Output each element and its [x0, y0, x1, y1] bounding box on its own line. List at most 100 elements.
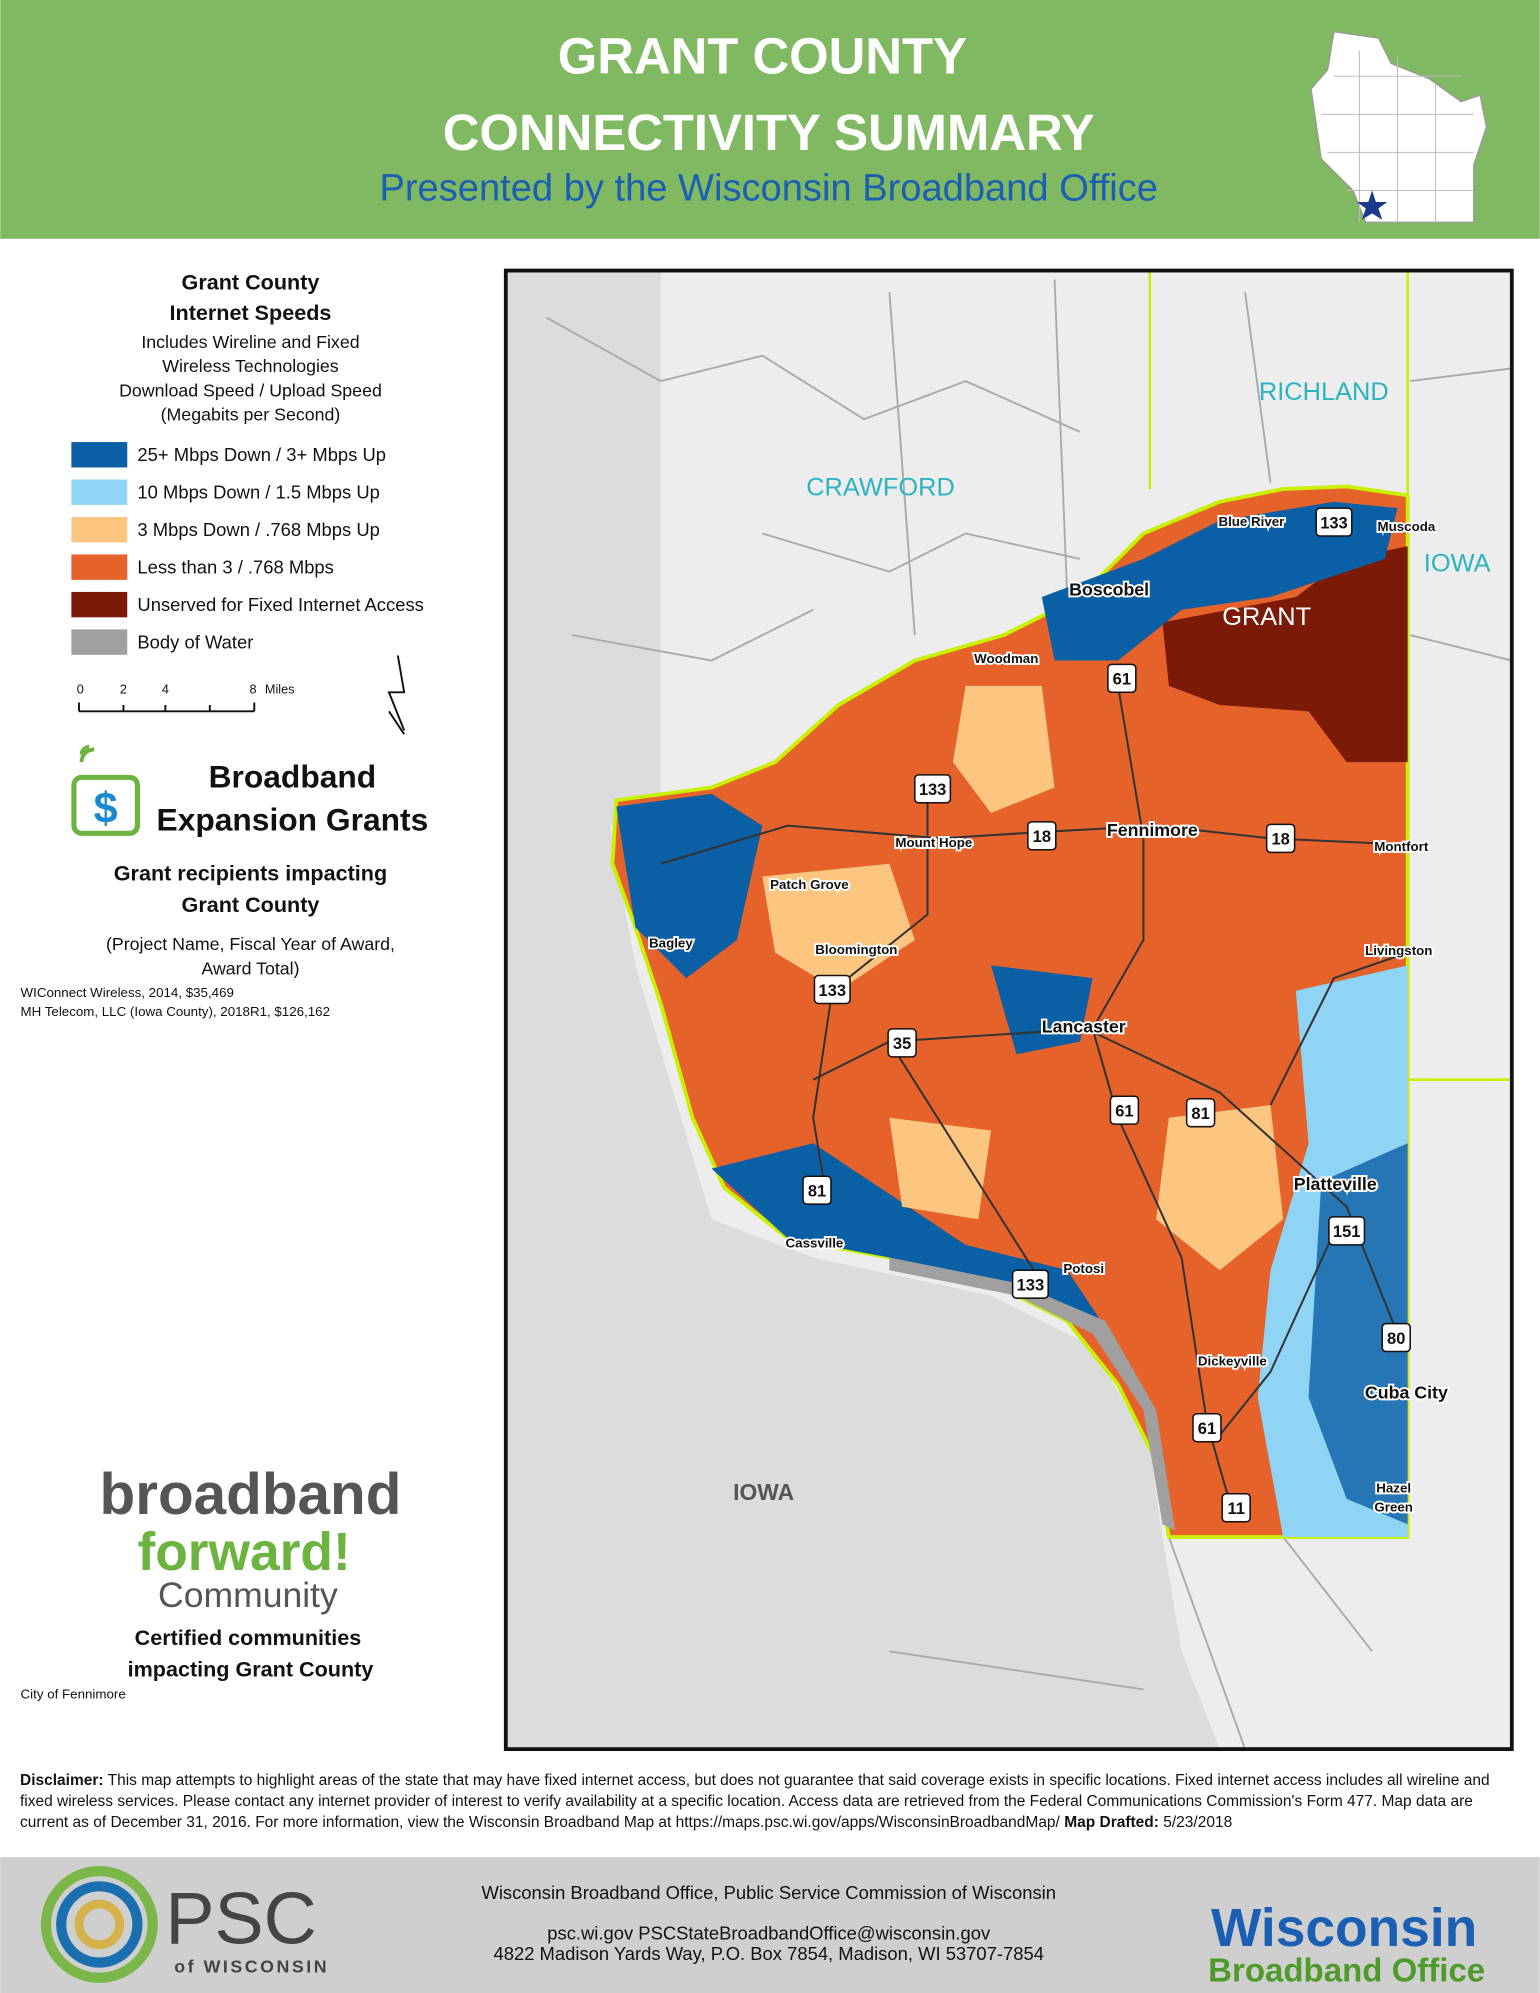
wisconsin-inset	[1310, 31, 1488, 223]
25mbps-area	[991, 965, 1093, 1055]
legend-note: Download Speed / Upload Speed	[119, 380, 382, 400]
county-label: IOWA	[733, 1479, 794, 1505]
highway-shield	[914, 774, 952, 804]
legend-swatch	[71, 591, 128, 618]
3mbps-area	[889, 1117, 992, 1220]
scale-label: 0	[77, 683, 84, 697]
highway-number: 133	[818, 982, 846, 1000]
city-label: Dickeyville	[1198, 1354, 1267, 1369]
city-label: Livingston	[1365, 943, 1432, 958]
grant-recipient: WIConnect Wireless, 2014, $35,469	[21, 985, 234, 1000]
highway-number: 18	[1271, 831, 1289, 849]
disclaimer-text: This map attempts to highlight areas of …	[20, 1772, 1490, 1831]
location-star	[1356, 190, 1388, 220]
legend-label: 25+ Mbps Down / 3+ Mbps Up	[137, 444, 386, 465]
city-label: Mount Hope	[895, 835, 972, 850]
highway-shield	[1328, 1216, 1366, 1246]
footer-contact: psc.wi.gov PSCStateBroadbandOffice@wisco…	[547, 1923, 991, 1944]
grant-heading: Grant recipients impacting	[114, 860, 387, 885]
disclaimer: Disclaimer: This map attempts to highlig…	[20, 1770, 1520, 1833]
county-label: IOWA	[1424, 550, 1491, 578]
grant-heading: Grant County	[182, 892, 320, 917]
header-band	[0, 0, 1540, 239]
title: CONNECTIVITY SUMMARY	[443, 104, 1095, 161]
county-label: CRAWFORD	[806, 473, 955, 501]
city-label: Muscoda	[1378, 519, 1436, 534]
city-label: Bagley	[649, 936, 693, 951]
city-label: Patch Grove	[770, 877, 849, 892]
county-label: RICHLAND	[1259, 378, 1389, 406]
3mbps-area	[952, 685, 1055, 813]
city-label: Cuba City	[1365, 1383, 1448, 1403]
highway-shield	[1109, 1095, 1140, 1125]
highway-number: 61	[1115, 1103, 1133, 1121]
highway-shield	[1027, 821, 1057, 851]
psc-logo-text: of WISCONSIN	[174, 1957, 329, 1977]
legend-title: Internet Speeds	[170, 300, 332, 325]
north-arrow	[387, 655, 406, 735]
wbo-logo-text: Wisconsin	[1211, 1899, 1477, 1958]
highway-number: 80	[1387, 1330, 1405, 1348]
county-label: GRANT	[1222, 603, 1311, 631]
scale-label: 2	[120, 683, 127, 697]
highway-shield	[1192, 1413, 1222, 1443]
grant-note: (Project Name, Fiscal Year of Award,	[106, 934, 395, 954]
legend-swatch	[71, 442, 128, 468]
scale-label: Miles	[265, 683, 295, 697]
highway-number: 18	[1033, 828, 1051, 846]
svg-text:$: $	[94, 785, 118, 833]
highway-number: 61	[1198, 1420, 1216, 1438]
city-label: Montfort	[1374, 839, 1429, 854]
forward-logo: forward!	[137, 1523, 350, 1582]
psc-logo-text: PSC	[165, 1876, 316, 1959]
grant-logo-text: Expansion Grants	[157, 802, 429, 838]
city-label: Platteville	[1294, 1174, 1377, 1194]
highway-shield	[1381, 1322, 1411, 1353]
city-label: Blue River	[1218, 514, 1284, 529]
city-label: Hazel	[1376, 1481, 1411, 1496]
highway-number: 81	[808, 1183, 826, 1201]
disclaimer-label: Disclaimer:	[20, 1772, 104, 1789]
footer-band	[0, 1857, 1540, 1993]
legend-label: 10 Mbps Down / 1.5 Mbps Up	[137, 482, 379, 503]
legend-swatch	[71, 516, 128, 543]
highway-number: 61	[1113, 671, 1131, 689]
forward-heading: Certified communities	[135, 1625, 362, 1650]
map-frame	[503, 268, 1514, 1752]
legend-label: 3 Mbps Down / .768 Mbps Up	[137, 519, 379, 540]
3mbps-area	[762, 863, 915, 991]
forward-heading: impacting Grant County	[128, 1657, 374, 1682]
3mbps-area	[1156, 1105, 1284, 1271]
legend-label: Body of Water	[137, 631, 253, 652]
legend-note: Includes Wireline and Fixed	[141, 332, 359, 352]
highway-shield	[1221, 1493, 1251, 1523]
forward-community: City of Fennimore	[21, 1686, 126, 1701]
25mbps-area	[616, 793, 763, 979]
drafted-date: 5/23/2018	[1163, 1814, 1233, 1831]
highway-number: 11	[1227, 1500, 1244, 1518]
highway-number: 133	[919, 781, 947, 799]
city-label: Potosi	[1063, 1261, 1104, 1276]
legend-swatch	[71, 629, 128, 655]
psc-logo	[40, 1865, 158, 1983]
footer-office: Wisconsin Broadband Office, Public Servi…	[481, 1882, 1056, 1903]
legend-note: (Megabits per Second)	[161, 404, 341, 424]
legend-swatch	[71, 479, 128, 505]
highway-shield	[1107, 663, 1137, 694]
forward-logo: broadband	[100, 1462, 402, 1527]
highway-number: 35	[893, 1035, 911, 1053]
grant-note: Award Total)	[201, 958, 299, 978]
legend-swatch	[71, 554, 128, 580]
highway-shield	[802, 1175, 832, 1205]
legend-note: Wireless Technologies	[162, 356, 339, 376]
highway-shield	[1011, 1269, 1049, 1299]
inset-grid	[1321, 50, 1474, 223]
highway-shield	[813, 974, 851, 1005]
25mbps-area	[1041, 501, 1398, 661]
title: GRANT COUNTY	[558, 28, 967, 85]
footer-address: 4822 Madison Yards Way, P.O. Box 7854, M…	[493, 1943, 1043, 1964]
legend-label: Unserved for Fixed Internet Access	[137, 594, 423, 615]
highway-shield	[887, 1028, 917, 1058]
